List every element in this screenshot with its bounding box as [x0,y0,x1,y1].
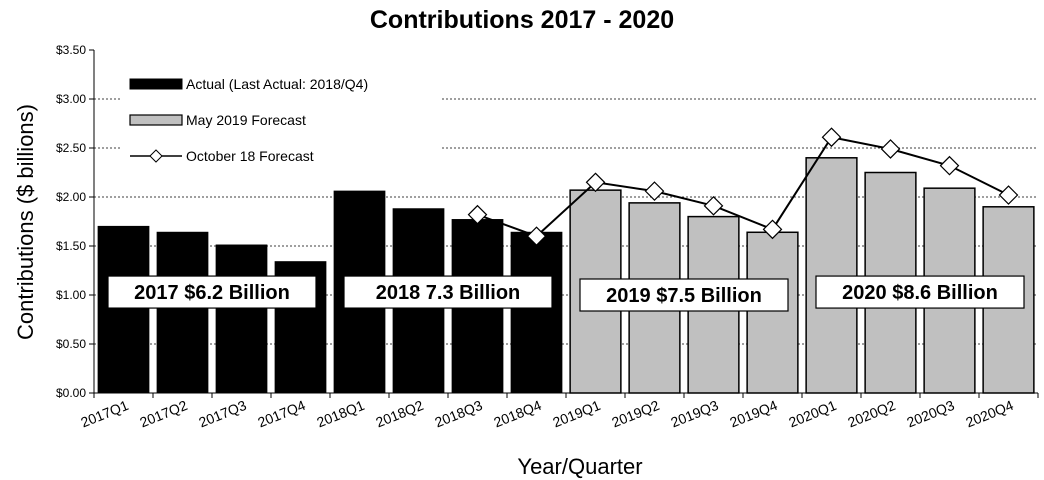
x-axis-label: Year/Quarter [517,454,642,479]
x-tick-label: 2020Q2 [845,397,897,431]
x-tick-label: 2017Q3 [196,397,248,431]
legend-label-actual: Actual (Last Actual: 2018/Q4) [186,76,368,92]
bar-2017Q3 [215,244,268,394]
bar-2018Q4 [510,231,563,394]
forecast-marker [821,127,842,148]
x-tick-label: 2020Q1 [786,397,838,431]
forecast-line [467,127,1019,247]
y-tick-label: $0.50 [56,337,86,351]
x-tick-label: 2017Q1 [78,397,130,431]
bar-2020Q1 [805,157,858,394]
chart-title: Contributions 2017 - 2020 [370,6,674,34]
year-annotation-box [815,275,1025,309]
x-tick-label: 2019Q1 [550,397,602,431]
legend-label-may-forecast: May 2019 Forecast [186,112,306,128]
year-annotations: 2017 $6.2 Billion 2018 7.3 Billion 2019 $7… [107,275,1025,312]
year-annotation-label: 2019 $7.5 Billion [606,285,762,307]
x-tick-label: 2018Q4 [491,397,543,431]
forecast-marker [585,172,606,193]
x-tick-label: 2017Q2 [137,397,189,431]
y-tick-label: $3.50 [56,43,86,57]
year-annotation-box [579,278,789,312]
forecast-marker [880,139,901,159]
x-tick-label: 2019Q4 [727,397,779,431]
forecast-marker [526,226,547,247]
forecast-marker [998,185,1019,205]
bars [97,157,1035,394]
bar-2017Q2 [156,231,209,394]
forecast-marker [644,181,665,201]
year-annotation-label: 2020 $8.6 Billion [842,282,998,304]
bar-2019Q4 [746,231,799,394]
y-axis-label: Contributions ($ billions) [13,104,38,340]
x-tick-label: 2019Q2 [609,397,661,431]
y-tick-label: $2.00 [56,190,86,204]
y-tick-label: $1.50 [56,239,86,253]
x-tick-label: 2018Q2 [373,397,425,431]
year-annotation-box [107,275,317,309]
y-tick-label: $0.00 [56,386,86,400]
y-tick-label: $2.50 [56,141,86,155]
year-annotation-label: 2018 7.3 Billion [376,282,521,304]
legend-swatch-actual [129,78,183,90]
forecast-marker [467,204,488,225]
year-annotation-label: 2017 $6.2 Billion [134,282,290,304]
legend-swatch-may-forecast [129,114,183,126]
x-tick-label: 2018Q1 [314,397,366,431]
forecast-marker [939,155,960,176]
legend: Actual (Last Actual: 2018/Q4) May 2019 Fo… [122,70,440,170]
legend-swatch-diamond [149,149,163,163]
x-tick-label: 2019Q3 [668,397,720,431]
forecast-series-line [477,136,1009,238]
x-tick-label: 2017Q4 [255,397,307,431]
y-tick-label: $3.00 [56,92,86,106]
x-tick-label: 2018Q3 [432,397,484,431]
y-tick-label: $1.00 [56,288,86,302]
x-tick-label: 2020Q4 [963,397,1015,431]
bar-2017Q1 [97,225,150,394]
forecast-marker [762,219,783,240]
legend-label-october-forecast: October 18 Forecast [186,148,314,164]
year-annotation-box [343,275,553,309]
x-tick-label: 2020Q3 [904,397,956,431]
forecast-marker [703,195,724,216]
